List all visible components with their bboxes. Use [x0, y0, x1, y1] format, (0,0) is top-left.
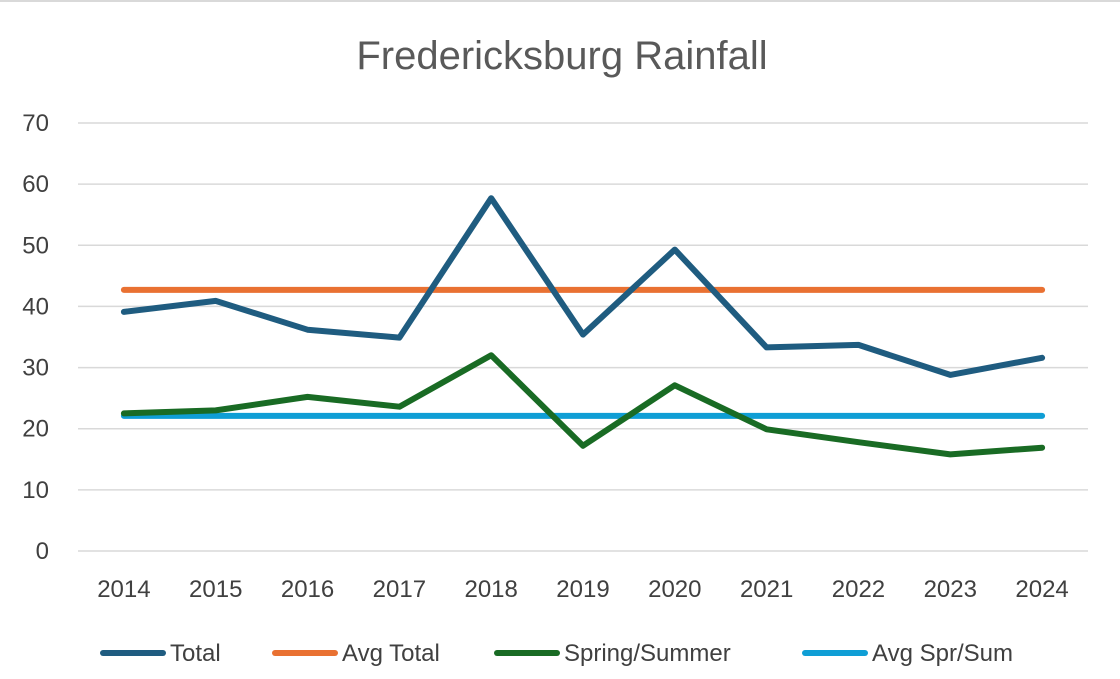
- legend-label: Avg Spr/Sum: [872, 640, 1013, 667]
- y-tick-label: 0: [36, 538, 49, 565]
- series-lines: [120, 195, 1046, 458]
- gridlines: [78, 122, 1088, 552]
- x-tick-label: 2022: [832, 576, 885, 603]
- x-tick-label: 2024: [1015, 576, 1068, 603]
- legend-label: Total: [170, 640, 221, 667]
- legend-label: Avg Total: [342, 640, 440, 667]
- x-tick-label: 2023: [924, 576, 977, 603]
- legend-label: Spring/Summer: [564, 640, 731, 667]
- series-line-total: [120, 195, 1046, 378]
- x-tick-label: 2021: [740, 576, 793, 603]
- x-tick-label: 2017: [373, 576, 426, 603]
- y-tick-label: 60: [22, 171, 49, 198]
- x-tick-label: 2018: [464, 576, 517, 603]
- legend-item-avg-spr-sum: Avg Spr/Sum: [802, 640, 1013, 667]
- x-tick-label: 2020: [648, 576, 701, 603]
- legend-item-total: Total: [100, 640, 221, 667]
- legend-item-spring-summer: Spring/Summer: [494, 640, 731, 667]
- legend: Total Avg Total Spring/Summer Avg Spr/Sum: [100, 640, 1013, 667]
- y-tick-label: 50: [22, 232, 49, 259]
- y-tick-label: 10: [22, 477, 49, 504]
- legend-item-avg-total: Avg Total: [272, 640, 440, 667]
- y-tick-label: 20: [22, 416, 49, 443]
- x-tick-label: 2016: [281, 576, 334, 603]
- chart-title: Fredericksburg Rainfall: [356, 34, 767, 78]
- x-tick-label: 2015: [189, 576, 242, 603]
- x-tick-label: 2019: [556, 576, 609, 603]
- y-tick-label: 70: [22, 110, 49, 137]
- x-axis-ticks: 2014 2015 2016 2017 2018 2019 2020 2021 2022 2023…: [97, 576, 1069, 603]
- y-axis-ticks: 0 10 20 30 40 50 60 70: [22, 110, 49, 565]
- y-tick-label: 30: [22, 355, 49, 382]
- series-line-spring-summer: [120, 352, 1046, 458]
- x-tick-label: 2014: [97, 576, 150, 603]
- y-tick-label: 40: [22, 293, 49, 320]
